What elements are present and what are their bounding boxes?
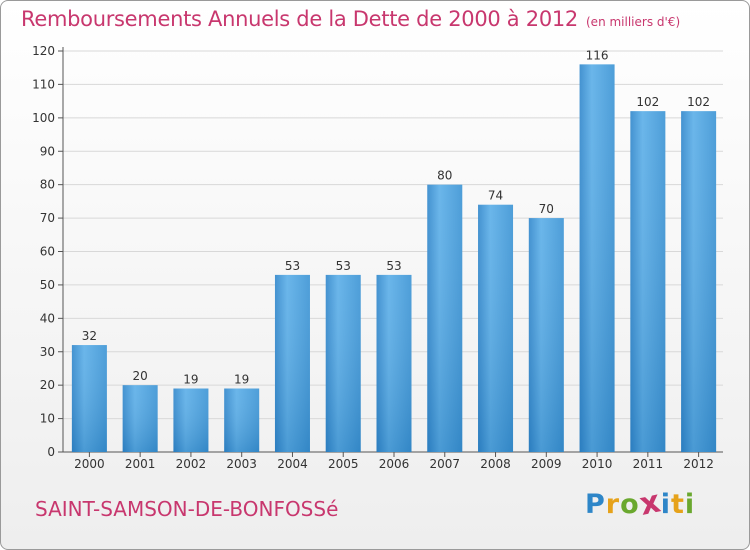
- value-label: 102: [687, 95, 710, 109]
- value-label: 32: [82, 329, 97, 343]
- x-tick-label: 2011: [633, 457, 664, 471]
- commune-name: SAINT-SAMSON-DE-BONFOSSé: [35, 497, 339, 521]
- bar-2008: [478, 204, 514, 452]
- logo-letter: i: [660, 489, 671, 520]
- logo-letter: P: [585, 489, 606, 520]
- value-label: 53: [386, 259, 401, 273]
- y-tick-label: 100: [32, 111, 55, 125]
- y-tick-label: 40: [40, 311, 55, 325]
- x-tick-label: 2005: [328, 457, 359, 471]
- chart-title: Remboursements Annuels de la Dette de 20…: [21, 7, 680, 31]
- x-tick-label: 2003: [226, 457, 257, 471]
- value-label: 70: [539, 202, 554, 216]
- x-tick-label: 2002: [176, 457, 207, 471]
- x-tick-label: 2008: [480, 457, 511, 471]
- y-tick-label: 120: [32, 44, 55, 58]
- x-tick-label: 2001: [125, 457, 156, 471]
- y-tick-label: 10: [40, 412, 55, 426]
- x-tick-label: 2007: [429, 457, 460, 471]
- value-labels: 32 20 19 19 53 53 53 80 74 70 116 102 102: [82, 48, 710, 386]
- value-label: 20: [133, 369, 148, 383]
- logo-letter: o: [620, 489, 640, 520]
- y-tick-label: 110: [32, 77, 55, 91]
- bar-2004: [274, 274, 310, 452]
- y-tick-labels: 0 10 20 30 40 50 60 70 80 90 100 110 120: [32, 44, 55, 459]
- y-tick-label: 80: [40, 178, 55, 192]
- bar-2007: [427, 184, 463, 452]
- bar-2009: [528, 218, 564, 452]
- y-tick-label: 70: [40, 211, 55, 225]
- y-tick-label: 90: [40, 144, 55, 158]
- bar-2002: [173, 388, 209, 452]
- value-label: 19: [234, 373, 249, 387]
- y-tick-label: 50: [40, 278, 55, 292]
- x-tick-label: 2012: [683, 457, 714, 471]
- value-label: 102: [636, 95, 659, 109]
- value-label: 53: [285, 259, 300, 273]
- x-tick-label: 2004: [277, 457, 308, 471]
- bars: [71, 64, 717, 453]
- y-tick-label: 30: [40, 345, 55, 359]
- bar-2005: [325, 274, 361, 452]
- bar-2012: [681, 111, 717, 453]
- title-text: Remboursements Annuels de la Dette de 20…: [21, 7, 578, 31]
- bar-2011: [630, 111, 666, 453]
- x-tick-label: 2009: [531, 457, 562, 471]
- value-label: 80: [437, 169, 452, 183]
- bar-2006: [376, 274, 412, 452]
- y-tick-label: 60: [40, 245, 55, 259]
- x-tick-labels: 2000 2001 2002 2003 2004 2005 2006 2007 2008 2009…: [74, 457, 714, 471]
- y-tick-label: 20: [40, 378, 55, 392]
- x-tick-label: 2000: [74, 457, 105, 471]
- bar-2000: [71, 345, 107, 452]
- value-label: 116: [586, 48, 609, 62]
- logo-letter: i: [684, 489, 696, 520]
- value-label: 74: [488, 189, 503, 203]
- bar-2001: [122, 385, 158, 452]
- value-label: 19: [183, 373, 198, 387]
- y-tick-label: 0: [47, 445, 55, 459]
- proxiti-logo: Proxiti: [585, 483, 696, 523]
- unit-label: (en milliers d'€): [586, 15, 681, 29]
- x-tick-label: 2010: [582, 457, 613, 471]
- logo-letter: t: [670, 489, 685, 520]
- bar-2010: [579, 64, 615, 452]
- bar-2003: [224, 388, 260, 452]
- value-label: 53: [336, 259, 351, 273]
- x-tick-label: 2006: [379, 457, 410, 471]
- logo-letter: r: [605, 489, 621, 520]
